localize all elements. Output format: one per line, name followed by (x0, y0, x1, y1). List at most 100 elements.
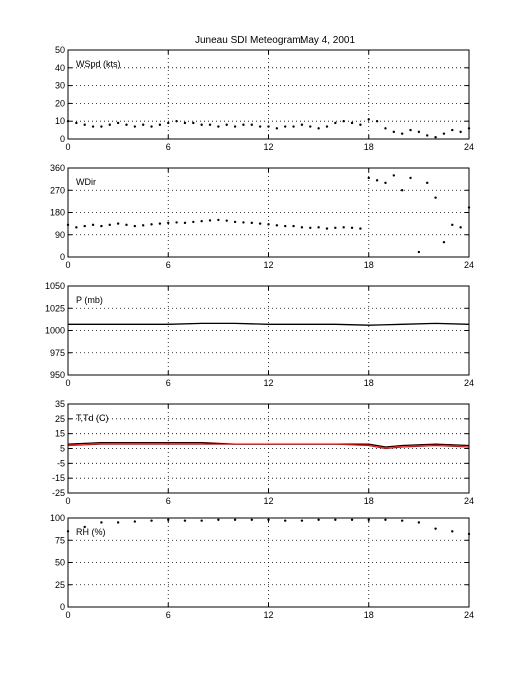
data-point (417, 130, 421, 134)
data-point (208, 219, 212, 222)
chart-title: Juneau SDI Meteogram: (195, 35, 303, 46)
data-point (375, 120, 379, 123)
data-point (292, 224, 295, 228)
x-tick-label: 0 (65, 142, 70, 152)
y-tick-label: 10 (55, 116, 65, 126)
data-point (392, 174, 396, 177)
y-tick-label: 5 (60, 444, 65, 454)
data-point (451, 223, 454, 227)
data-point (108, 223, 111, 227)
data-point (75, 226, 78, 229)
data-point (442, 240, 446, 244)
data-point (334, 226, 337, 230)
data-point (442, 132, 446, 135)
data-point (158, 123, 162, 126)
data-point (309, 226, 312, 230)
y-tick-label: 35 (55, 399, 65, 409)
data-point (183, 221, 187, 225)
data-point (384, 127, 387, 130)
x-tick-label: 24 (464, 378, 474, 388)
data-point (225, 219, 228, 222)
y-tick-label: 1025 (45, 303, 65, 313)
data-point (258, 222, 262, 225)
data-point (141, 224, 145, 227)
data-point (242, 123, 245, 126)
data-point (91, 125, 95, 128)
data-point (133, 224, 137, 228)
y-tick-label: 25 (55, 580, 65, 590)
data-point (367, 118, 370, 121)
data-point (409, 176, 412, 180)
data-point (83, 123, 86, 126)
data-point (317, 518, 320, 521)
data-point (233, 125, 237, 128)
y-tick-label: 0 (60, 252, 65, 262)
data-point (417, 250, 421, 254)
data-point (116, 121, 120, 125)
x-tick-label: 12 (263, 260, 273, 270)
y-tick-label: 1050 (45, 281, 65, 291)
data-point (83, 224, 86, 228)
data-point (183, 519, 187, 522)
x-tick-label: 0 (65, 496, 70, 506)
x-tick-label: 12 (263, 378, 273, 388)
x-tick-label: 18 (364, 496, 374, 506)
x-tick-label: 6 (166, 378, 171, 388)
data-point (459, 130, 462, 134)
series-line-3-1 (67, 443, 470, 450)
data-point (233, 220, 237, 224)
data-point (108, 123, 111, 126)
x-tick-label: 18 (364, 142, 374, 152)
y-tick-label: 50 (55, 45, 65, 55)
y-tick-label: 0 (60, 134, 65, 144)
data-point (400, 519, 404, 522)
data-point (434, 196, 437, 199)
data-point (459, 226, 462, 229)
data-point (417, 521, 421, 524)
y-tick-label: -25 (52, 488, 65, 498)
x-tick-label: 0 (65, 610, 70, 620)
x-tick-label: 18 (364, 378, 374, 388)
data-point (292, 125, 295, 128)
data-point (100, 224, 103, 228)
data-point (217, 518, 220, 521)
data-point (183, 121, 187, 125)
data-point (200, 123, 203, 126)
data-point (275, 224, 279, 227)
panel-label: P (mb) (76, 295, 103, 305)
data-point (83, 525, 86, 529)
data-point (451, 128, 454, 132)
x-tick-label: 6 (166, 496, 171, 506)
data-point (116, 521, 120, 524)
data-point (91, 223, 95, 227)
data-point (300, 519, 304, 522)
data-point (125, 123, 128, 126)
data-point (400, 132, 404, 135)
data-point (317, 226, 320, 229)
y-tick-label: 90 (55, 230, 65, 240)
data-point (100, 125, 103, 128)
data-point (384, 518, 387, 521)
data-point (342, 120, 345, 123)
panel-label: T,Td (C) (76, 413, 109, 423)
data-point (158, 222, 162, 225)
data-point (284, 125, 287, 128)
data-point (133, 520, 137, 523)
y-tick-label: 75 (55, 535, 65, 545)
data-point (100, 521, 103, 524)
data-point (334, 518, 337, 521)
y-tick-label: 20 (55, 98, 65, 108)
data-point (267, 223, 270, 226)
series-line-2-0 (68, 322, 470, 326)
data-point (359, 123, 362, 126)
y-tick-label: 30 (55, 81, 65, 91)
data-point (200, 219, 203, 223)
data-point (367, 176, 370, 180)
data-point (325, 227, 329, 230)
y-tick-label: 975 (50, 348, 65, 358)
y-tick-label: 25 (55, 414, 65, 424)
data-point (434, 136, 437, 139)
y-tick-label: 1000 (45, 326, 65, 336)
panel-label: WDir (76, 177, 96, 187)
y-tick-label: 360 (50, 163, 65, 173)
